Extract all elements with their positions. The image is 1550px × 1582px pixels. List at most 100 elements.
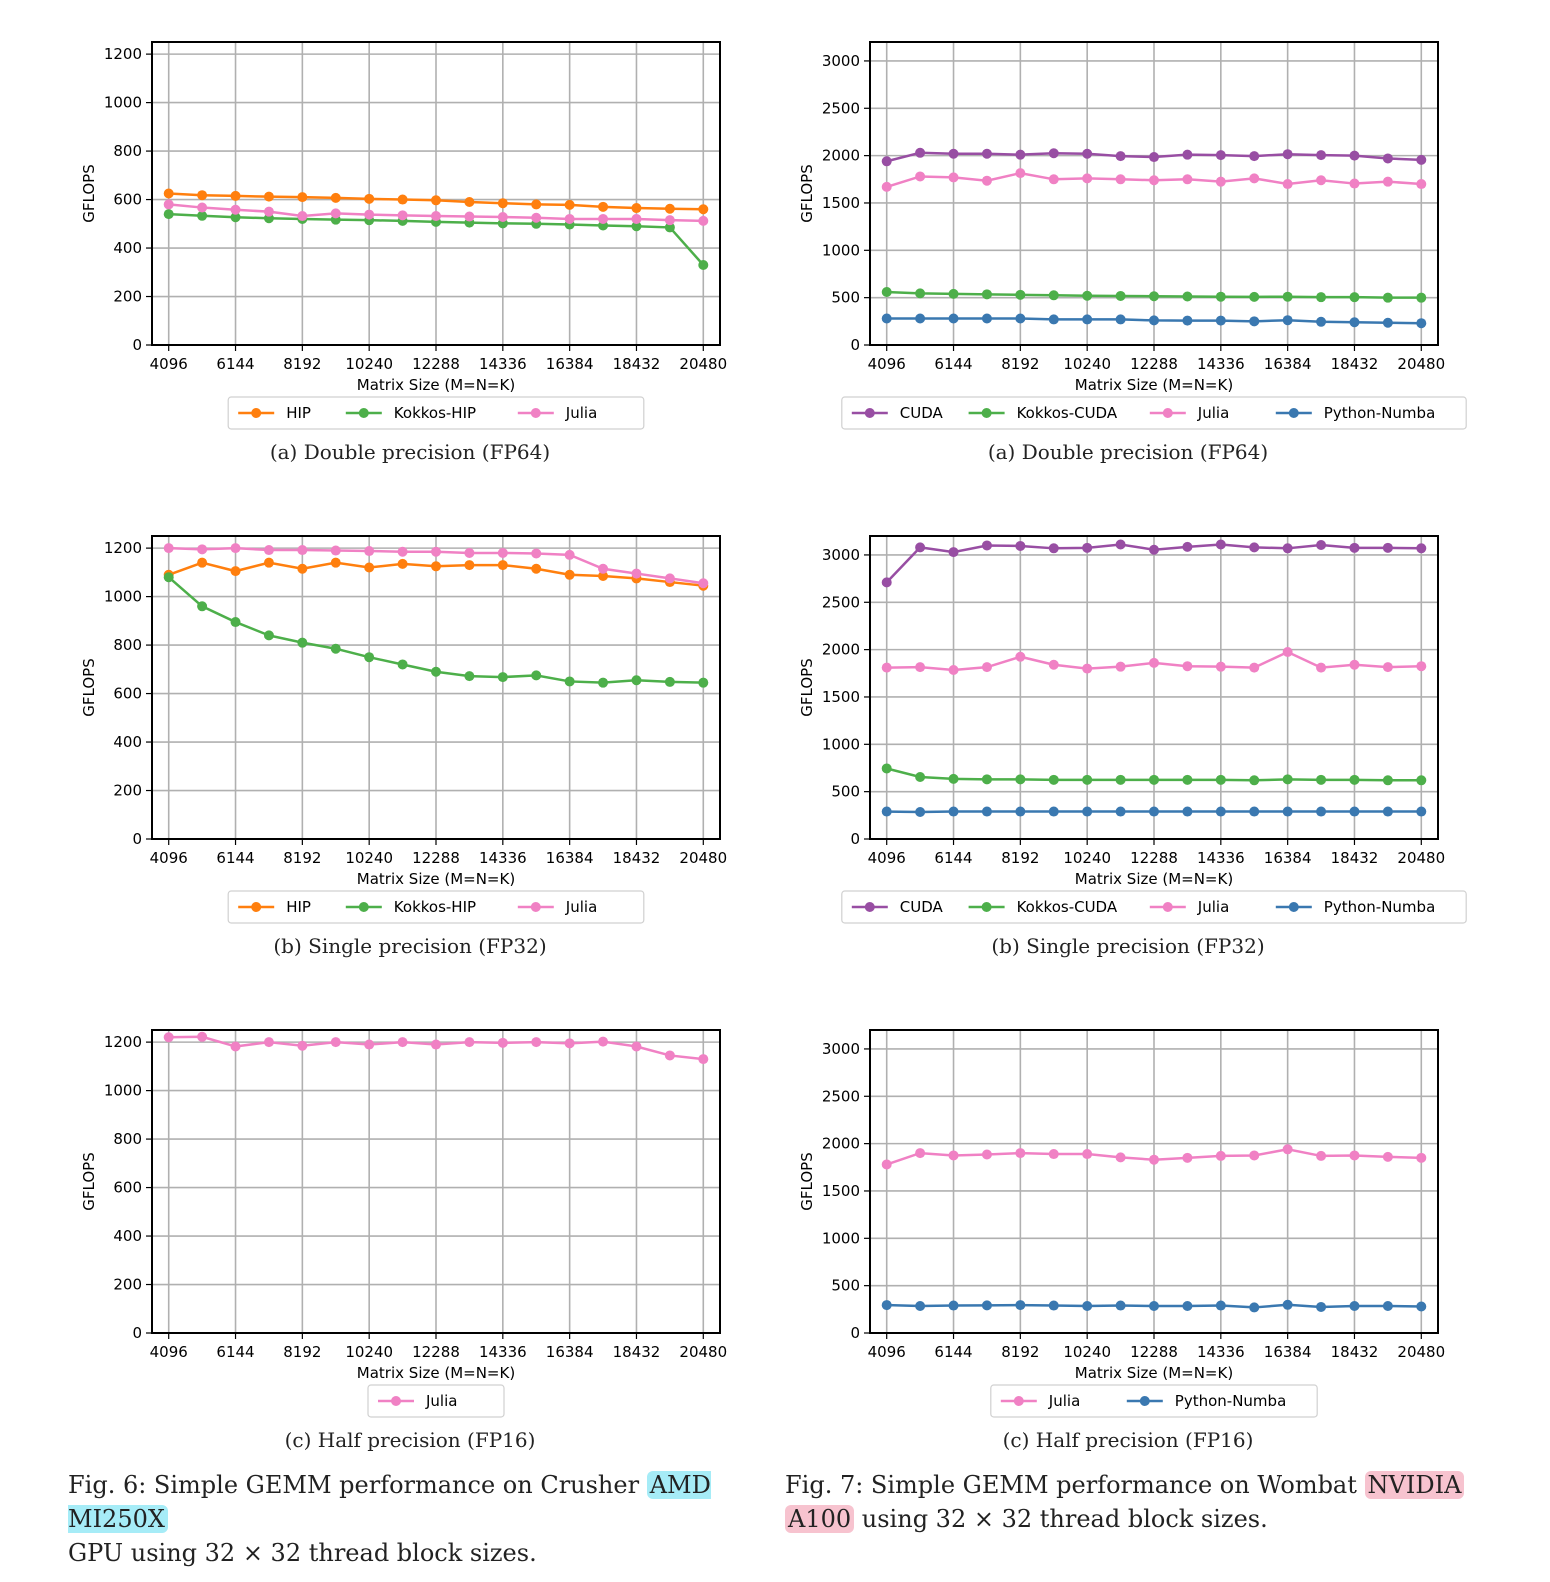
x-tick-label: 8192 [283, 849, 321, 867]
y-tick-label: 800 [113, 142, 142, 160]
figure-caption-6: Fig. 6: Simple GEMM performance on Crush… [68, 1468, 768, 1570]
data-point-python-numba [1249, 316, 1260, 327]
data-point-python-numba [981, 313, 992, 324]
y-tick-label: 200 [113, 1276, 142, 1294]
data-point-cuda [981, 540, 992, 551]
x-tick-label: 6144 [216, 849, 254, 867]
x-tick-label: 20480 [679, 849, 727, 867]
data-point-kokkos-cuda [881, 763, 892, 774]
data-point-python-numba [1182, 806, 1193, 817]
data-point-hip [163, 188, 174, 199]
data-point-julia [497, 1037, 508, 1048]
data-point-python-numba [1249, 806, 1260, 817]
y-tick-label: 2000 [822, 147, 860, 165]
data-point-julia [664, 573, 675, 584]
data-point-julia [1048, 174, 1059, 185]
x-tick-label: 14336 [479, 1343, 527, 1361]
data-point-julia [1282, 646, 1293, 657]
y-tick-label: 2500 [822, 593, 860, 611]
legend-marker-cuda [864, 902, 875, 912]
chart-fig6c: 0 200 400 600 800 1000 1200 4096 6144 8192 10240 12… [40, 1018, 780, 1488]
legend-marker-julia [1013, 1396, 1024, 1406]
data-point-python-numba [1382, 1301, 1393, 1312]
x-tick-label: 16384 [1264, 1343, 1312, 1361]
data-point-python-numba [1048, 806, 1059, 817]
data-point-julia [1015, 1148, 1026, 1159]
data-point-kokkos-hip [297, 637, 308, 648]
y-tick-label: 600 [113, 1179, 142, 1197]
data-point-julia [1349, 659, 1360, 670]
data-point-julia [1182, 661, 1193, 672]
data-point-julia [1316, 175, 1327, 186]
data-point-python-numba [1282, 806, 1293, 817]
data-point-kokkos-cuda [915, 288, 926, 299]
data-point-julia [1316, 1150, 1327, 1161]
data-point-julia [881, 662, 892, 673]
x-tick-label: 12288 [1130, 1343, 1178, 1361]
legend-label-kokkos-cuda: Kokkos-CUDA [1017, 404, 1118, 422]
y-tick-label: 500 [831, 289, 860, 307]
y-tick-label: 2500 [822, 1087, 860, 1105]
x-tick-label: 4096 [150, 849, 188, 867]
data-point-julia [564, 549, 575, 560]
y-tick-label: 200 [113, 288, 142, 306]
data-point-julia [1115, 1152, 1126, 1163]
data-point-python-numba [1082, 1301, 1093, 1312]
data-point-kokkos-hip [564, 676, 575, 687]
data-point-julia [1382, 662, 1393, 673]
data-point-kokkos-cuda [1182, 774, 1193, 785]
legend-label-julia: Julia [1048, 1392, 1080, 1410]
x-tick-label: 10240 [345, 849, 393, 867]
x-axis-label: Matrix Size (M=N=K) [1075, 1364, 1233, 1382]
data-point-kokkos-cuda [1349, 292, 1360, 303]
y-tick-label: 2000 [822, 641, 860, 659]
fig6-caption-text: Fig. 6: Simple GEMM performance on Crush… [68, 1471, 640, 1499]
data-point-python-numba [1316, 806, 1327, 817]
data-point-julia [631, 213, 642, 224]
data-point-julia [698, 215, 709, 226]
fig6-caption-text-2: GPU using 32 × 32 thread block sizes. [68, 1539, 537, 1567]
data-point-julia [397, 546, 408, 557]
x-tick-label: 14336 [1197, 1343, 1245, 1361]
fig7-caption-text: Fig. 7: Simple GEMM performance on Womba… [785, 1471, 1357, 1499]
data-point-kokkos-cuda [1382, 775, 1393, 786]
x-tick-label: 8192 [1001, 1343, 1039, 1361]
chart-fig6b: 0 200 400 600 800 1000 1200 4096 6144 8192 10240 12… [40, 524, 780, 994]
x-axis-label: Matrix Size (M=N=K) [1075, 870, 1233, 888]
legend-marker-julia [1162, 408, 1173, 418]
data-point-python-numba [981, 1300, 992, 1311]
x-tick-label: 16384 [546, 849, 594, 867]
data-point-cuda [1382, 153, 1393, 164]
data-point-kokkos-cuda [1349, 774, 1360, 785]
data-point-python-numba [1382, 806, 1393, 817]
data-point-julia [297, 545, 308, 556]
data-point-cuda [1249, 542, 1260, 553]
legend-label-kokkos-hip: Kokkos-HIP [394, 898, 476, 916]
data-point-kokkos-cuda [1182, 291, 1193, 302]
y-tick-label: 1200 [104, 1033, 142, 1051]
data-point-julia [598, 213, 609, 224]
y-tick-label: 0 [850, 830, 860, 848]
legend-marker-kokkos-hip [358, 408, 369, 418]
data-point-python-numba [1282, 1299, 1293, 1310]
data-point-julia [1382, 1151, 1393, 1162]
data-point-kokkos-hip [698, 677, 709, 688]
subcaption-fig6a: (a) Double precision (FP64) [269, 440, 551, 464]
x-tick-label: 20480 [1397, 1343, 1445, 1361]
y-tick-label: 3000 [822, 1040, 860, 1058]
x-tick-label: 6144 [934, 849, 972, 867]
data-point-kokkos-hip [197, 601, 208, 612]
legend-marker-kokkos-cuda [981, 408, 992, 418]
data-point-julia [230, 204, 241, 215]
data-point-cuda [1115, 539, 1126, 550]
data-point-julia [1215, 1150, 1226, 1161]
x-tick-label: 16384 [546, 355, 594, 373]
data-point-julia [948, 172, 959, 183]
data-point-julia [915, 1148, 926, 1159]
data-point-cuda [1349, 150, 1360, 161]
data-point-hip [497, 560, 508, 571]
y-tick-label: 800 [113, 1130, 142, 1148]
legend-label-hip: HIP [286, 404, 311, 422]
data-point-julia [1149, 175, 1159, 186]
data-point-kokkos-hip [531, 670, 542, 681]
